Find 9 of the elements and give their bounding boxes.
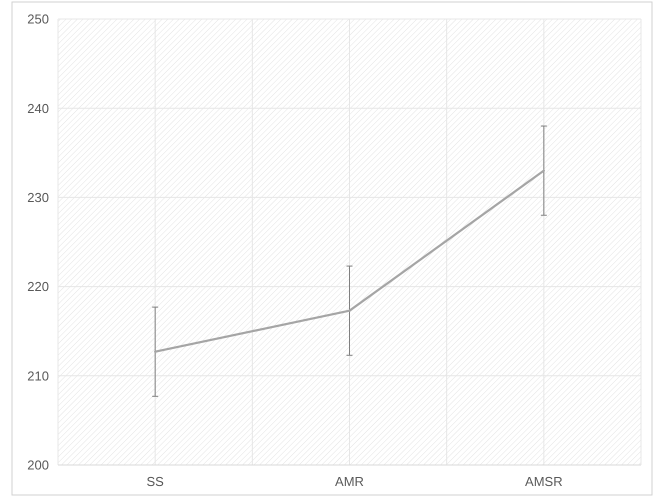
- x-tick-label: AMSR: [525, 474, 563, 489]
- y-tick-label: 220: [27, 279, 49, 294]
- y-tick-label: 210: [27, 368, 49, 384]
- y-tick-label: 230: [27, 190, 49, 205]
- y-tick-label: 250: [27, 12, 49, 27]
- y-tick-label: 200: [27, 458, 49, 473]
- y-tick-label: 240: [27, 100, 49, 116]
- x-tick-label: SS: [146, 474, 164, 489]
- x-tick-label: AMR: [335, 474, 364, 489]
